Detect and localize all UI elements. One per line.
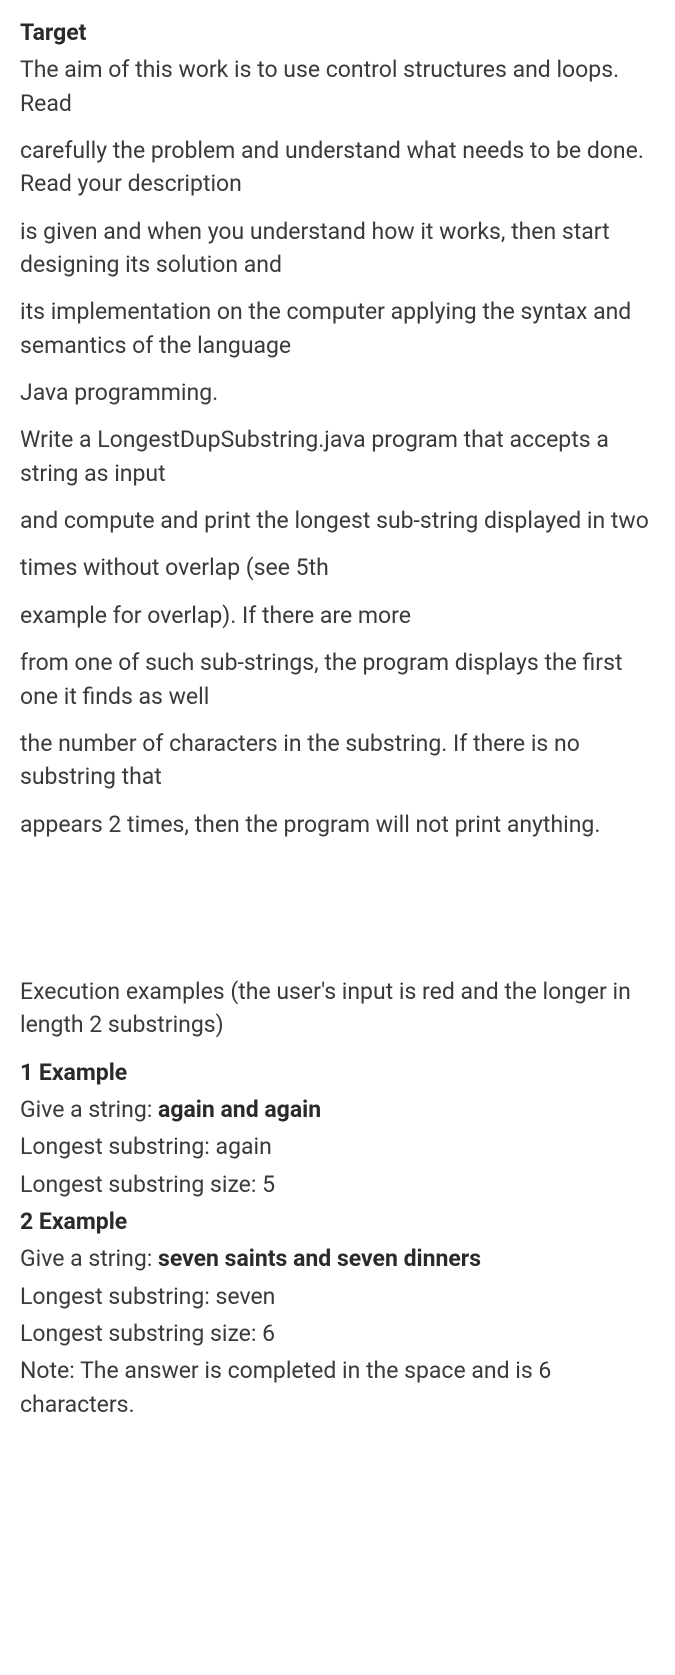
example-1-size: Longest substring size: 5 bbox=[20, 1168, 655, 1201]
example-1-substring: Longest substring: again bbox=[20, 1130, 655, 1163]
prompt-input: seven saints and seven dinners bbox=[158, 1245, 481, 1272]
example-2-substring: Longest substring: seven bbox=[20, 1280, 655, 1313]
paragraph: Write a LongestDupSubstring.java program… bbox=[20, 423, 655, 490]
example-2-heading: 2 Example bbox=[20, 1205, 655, 1238]
paragraph: appears 2 times, then the program will n… bbox=[20, 808, 655, 841]
paragraph: The aim of this work is to use control s… bbox=[20, 53, 655, 120]
paragraph: Java programming. bbox=[20, 376, 655, 409]
paragraph: and compute and print the longest sub-st… bbox=[20, 504, 655, 537]
paragraph: is given and when you understand how it … bbox=[20, 215, 655, 282]
paragraph: times without overlap (see 5th bbox=[20, 551, 655, 584]
section-spacer bbox=[20, 855, 655, 975]
paragraph: carefully the problem and understand wha… bbox=[20, 134, 655, 201]
paragraph: the number of characters in the substrin… bbox=[20, 727, 655, 794]
example-1-heading: 1 Example bbox=[20, 1056, 655, 1089]
paragraph: example for overlap). If there are more bbox=[20, 599, 655, 632]
example-2-prompt: Give a string: seven saints and seven di… bbox=[20, 1242, 655, 1275]
example-2-size: Longest substring size: 6 bbox=[20, 1317, 655, 1350]
paragraph: its implementation on the computer apply… bbox=[20, 295, 655, 362]
target-heading: Target bbox=[20, 16, 655, 49]
paragraph: from one of such sub-strings, the progra… bbox=[20, 646, 655, 713]
execution-intro: Execution examples (the user's input is … bbox=[20, 975, 655, 1042]
prompt-label: Give a string: bbox=[20, 1096, 158, 1123]
prompt-input: again and again bbox=[158, 1096, 321, 1123]
example-1-prompt: Give a string: again and again bbox=[20, 1093, 655, 1126]
prompt-label: Give a string: bbox=[20, 1245, 158, 1272]
example-2-note: Note: The answer is completed in the spa… bbox=[20, 1354, 655, 1421]
